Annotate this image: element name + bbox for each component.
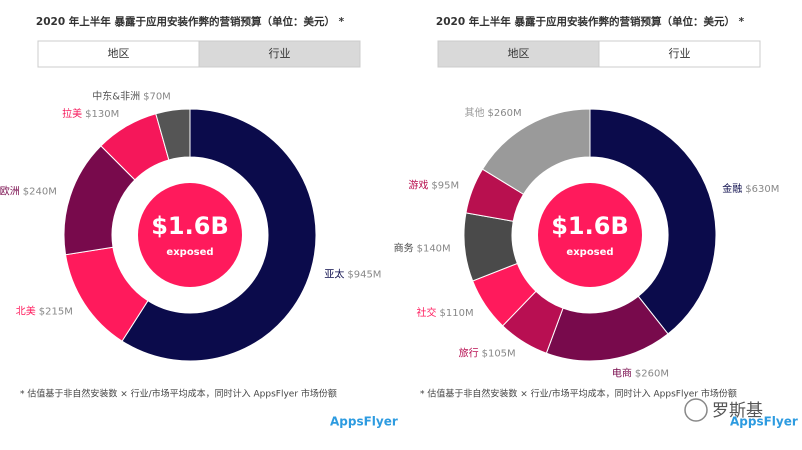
- chart-title: 2020 年上半年 暴露于应用安装作弊的营销预算（单位：美元） *: [36, 15, 345, 28]
- segment-label: 拉美 $130M: [62, 107, 119, 120]
- footnote: * 估值基于非自然安装数 × 行业/市场平均成本，同时计入 AppsFlyer …: [420, 388, 737, 400]
- category-label: 欧洲: [0, 186, 20, 198]
- value-label: $70M: [143, 91, 171, 102]
- value-label: $140M: [417, 244, 451, 255]
- tab-label[interactable]: 地区: [108, 47, 130, 60]
- segment-label: 亚太 $945M: [324, 267, 381, 280]
- tab-label[interactable]: 地区: [508, 47, 530, 60]
- center-label: exposed: [166, 247, 213, 258]
- center-value: $1.6B: [551, 212, 629, 240]
- category-label: 金融: [722, 182, 742, 195]
- category-label: 拉美: [62, 107, 82, 120]
- segment-label: 欧洲 $240M: [0, 186, 57, 198]
- segment-label: 北美 $215M: [16, 305, 73, 318]
- segment-label: 商务 $140M: [394, 242, 451, 255]
- category-label: 亚太: [324, 267, 344, 280]
- donut-segment: [589, 108, 717, 335]
- segment-label: 中东&非洲 $70M: [92, 89, 171, 102]
- donut-segment: [155, 108, 191, 161]
- value-label: $260M: [488, 108, 522, 119]
- tab[interactable]: [198, 40, 361, 68]
- tab-label[interactable]: 行业: [669, 47, 691, 60]
- value-label: $260M: [635, 368, 669, 379]
- logo: AppsFlyer: [730, 415, 798, 429]
- donut-segment: [121, 108, 317, 362]
- center-circle: [138, 183, 242, 287]
- category-label: 电商: [612, 366, 632, 379]
- value-label: $110M: [440, 308, 474, 319]
- tab[interactable]: [598, 40, 761, 68]
- category-label: 社交: [417, 306, 437, 319]
- category-label: 游戏: [408, 178, 428, 191]
- footnote: * 估值基于非自然安装数 × 行业/市场平均成本，同时计入 AppsFlyer …: [20, 388, 337, 400]
- tab[interactable]: [37, 40, 200, 68]
- value-label: $240M: [23, 187, 57, 198]
- value-label: $945M: [347, 269, 381, 280]
- value-label: $105M: [482, 349, 516, 360]
- value-label: $95M: [431, 180, 459, 191]
- donut-segment: [481, 108, 591, 195]
- value-label: $215M: [39, 307, 73, 318]
- segment-label: 金融 $630M: [722, 182, 779, 195]
- watermark: 罗斯基: [684, 398, 763, 422]
- logo: AppsFlyer: [330, 415, 398, 429]
- tab-label[interactable]: 行业: [269, 47, 291, 60]
- center-value: $1.6B: [151, 212, 229, 240]
- center-label: exposed: [566, 247, 613, 258]
- segment-label: 游戏 $95M: [408, 178, 459, 191]
- value-label: $130M: [85, 109, 119, 120]
- watermark-icon: [684, 398, 708, 422]
- category-label: 北美: [16, 305, 36, 318]
- tab[interactable]: [437, 40, 600, 68]
- segment-label: 旅行 $105M: [459, 347, 516, 360]
- segment-label: 电商 $260M: [612, 366, 669, 379]
- category-label: 其他: [465, 106, 485, 119]
- segment-label: 其他 $260M: [465, 106, 522, 119]
- category-label: 旅行: [459, 347, 479, 360]
- center-circle: [538, 183, 642, 287]
- category-label: 商务: [394, 242, 414, 255]
- chart-title: 2020 年上半年 暴露于应用安装作弊的营销预算（单位：美元） *: [436, 15, 745, 28]
- segment-label: 社交 $110M: [417, 306, 474, 319]
- value-label: $630M: [745, 184, 779, 195]
- watermark-text: 罗斯基: [712, 401, 763, 421]
- category-label: 中东&非洲: [92, 89, 140, 102]
